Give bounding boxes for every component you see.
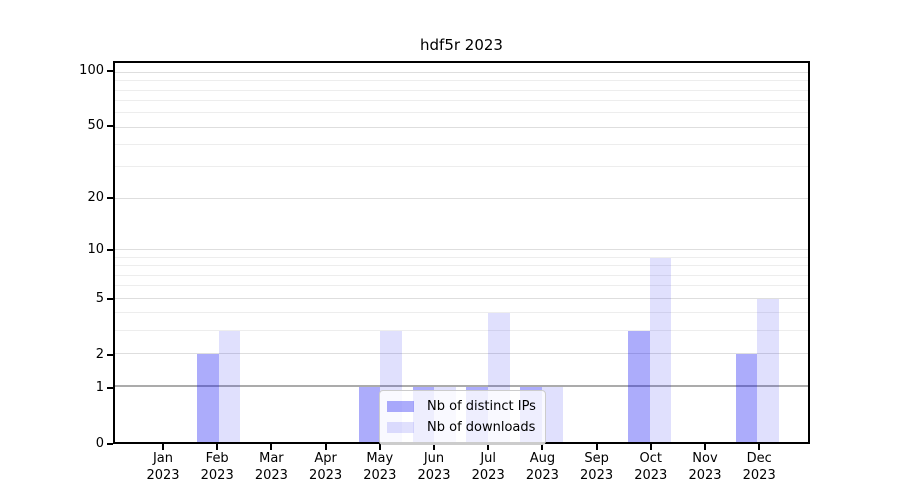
xtick-label-oct: Oct 2023	[634, 451, 668, 483]
minor-gridline-6	[115, 285, 808, 287]
xtick-mark-may	[378, 444, 381, 450]
bar-ips-may	[358, 386, 381, 442]
xtick-label-jul: Jul 2023	[471, 451, 505, 483]
legend-swatch-downloads	[387, 422, 414, 433]
minor-gridline-4	[115, 312, 808, 314]
minor-gridline-3	[115, 330, 808, 332]
plot-area	[113, 61, 810, 444]
ytick-mark-100	[107, 70, 113, 73]
bar-downloads-oct	[649, 257, 672, 442]
ytick-mark-5	[107, 298, 113, 301]
ytick-mark-10	[107, 249, 113, 252]
xtick-mark-oct	[649, 444, 652, 450]
legend-row-downloads: Nb of downloads	[387, 417, 536, 438]
xtick-label-dec: Dec 2023	[742, 451, 776, 483]
xtick-mark-dec	[758, 444, 761, 450]
minor-gridline-80	[115, 89, 808, 91]
xtick-mark-aug	[541, 444, 544, 450]
ytick-label-50: 50	[87, 118, 104, 134]
minor-gridline-90	[115, 80, 808, 82]
xtick-mark-sep	[595, 444, 598, 450]
xtick-mark-mar	[270, 444, 273, 450]
bar-ips-dec	[735, 354, 758, 442]
minor-gridline-7	[115, 274, 808, 276]
ytick-label-5: 5	[95, 291, 104, 307]
xtick-label-sep: Sep 2023	[580, 451, 614, 483]
ytick-label-20: 20	[87, 190, 104, 206]
legend-swatch-distinct-ips	[387, 401, 414, 412]
legend-label-downloads: Nb of downloads	[427, 420, 536, 435]
bar-ips-oct	[628, 331, 650, 442]
xtick-mark-feb	[216, 444, 219, 450]
minor-gridline-8	[115, 265, 808, 267]
minor-gridline-40	[115, 144, 808, 146]
ytick-mark-20	[107, 197, 113, 200]
bar-downloads-dec	[757, 298, 780, 442]
ytick-mark-50	[107, 125, 113, 128]
minor-gridline-30	[115, 166, 808, 168]
minor-gridline-60	[115, 112, 808, 114]
xtick-label-mar: Mar 2023	[254, 451, 288, 483]
xtick-mark-apr	[324, 444, 327, 450]
xtick-label-aug: Aug 2023	[525, 451, 559, 483]
ytick-label-1: 1	[95, 379, 104, 395]
gridline-100	[115, 72, 808, 74]
ytick-label-2: 2	[95, 347, 104, 363]
xtick-mark-jul	[487, 444, 490, 450]
legend-label-distinct-ips: Nb of distinct IPs	[427, 399, 536, 414]
xtick-label-jan: Jan 2023	[146, 451, 180, 483]
minor-gridline-9	[115, 256, 808, 258]
bar-downloads-aug	[541, 386, 564, 442]
legend: Nb of distinct IPs Nb of downloads	[379, 390, 546, 445]
xtick-label-may: May 2023	[363, 451, 397, 483]
gridline-10	[115, 249, 808, 251]
gridline-50	[115, 126, 808, 128]
chart-title: hdf5r 2023	[420, 36, 503, 54]
ytick-label-100: 100	[79, 63, 104, 79]
bar-downloads-feb	[218, 331, 241, 442]
xtick-mark-jan	[162, 444, 164, 450]
xtick-label-feb: Feb 2023	[200, 451, 234, 483]
xtick-label-jun: Jun 2023	[417, 451, 451, 483]
xtick-mark-jun	[432, 444, 435, 450]
xtick-mark-nov	[703, 444, 706, 450]
ytick-mark-1	[107, 386, 113, 389]
xtick-label-apr: Apr 2023	[309, 451, 343, 483]
gridline-1	[115, 384, 808, 387]
bar-ips-feb	[197, 354, 219, 442]
gridline-5	[115, 297, 808, 299]
ytick-mark-2	[107, 354, 113, 357]
xtick-label-nov: Nov 2023	[688, 451, 722, 483]
gridline-20	[115, 197, 808, 199]
legend-row-distinct-ips: Nb of distinct IPs	[387, 396, 536, 417]
gridline-2	[115, 353, 808, 355]
minor-gridline-70	[115, 100, 808, 102]
ytick-label-0: 0	[95, 436, 104, 451]
ytick-label-10: 10	[87, 242, 104, 258]
ytick-mark-0	[107, 443, 113, 445]
